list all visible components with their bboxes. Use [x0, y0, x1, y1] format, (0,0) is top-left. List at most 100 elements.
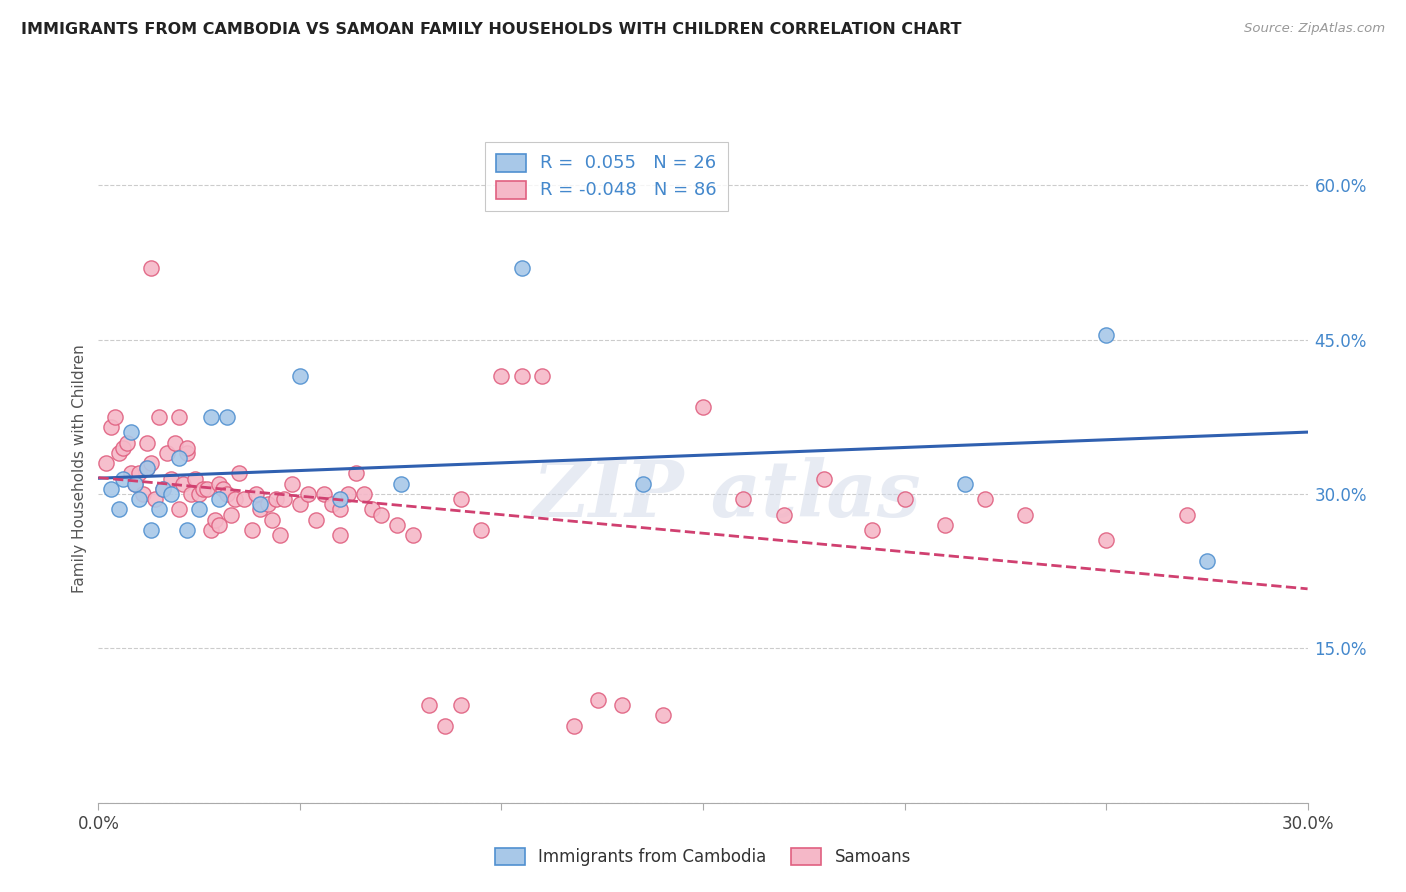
Point	[120, 467, 142, 481]
Text: IMMIGRANTS FROM CAMBODIA VS SAMOAN FAMILY HOUSEHOLDS WITH CHILDREN CORRELATION C: IMMIGRANTS FROM CAMBODIA VS SAMOAN FAMIL…	[21, 22, 962, 37]
Point	[132, 487, 155, 501]
Point	[256, 497, 278, 511]
Point	[139, 260, 162, 275]
Legend: Immigrants from Cambodia, Samoans: Immigrants from Cambodia, Samoans	[486, 840, 920, 875]
Point	[163, 435, 186, 450]
Point	[344, 467, 367, 481]
Point	[139, 456, 162, 470]
Point	[361, 502, 384, 516]
Point	[418, 698, 440, 712]
Point	[288, 368, 311, 383]
Point	[128, 467, 150, 481]
Point	[148, 502, 170, 516]
Point	[148, 409, 170, 424]
Point	[245, 487, 267, 501]
Point	[249, 502, 271, 516]
Point	[288, 497, 311, 511]
Point	[100, 420, 122, 434]
Point	[329, 528, 352, 542]
Point	[953, 476, 976, 491]
Point	[156, 446, 179, 460]
Point	[200, 523, 222, 537]
Point	[934, 517, 956, 532]
Text: ZIP atlas: ZIP atlas	[533, 457, 921, 533]
Point	[329, 492, 352, 507]
Point	[217, 409, 239, 424]
Point	[195, 482, 218, 496]
Point	[491, 368, 513, 383]
Point	[974, 492, 997, 507]
Point	[208, 476, 231, 491]
Point	[631, 476, 654, 491]
Point	[1175, 508, 1198, 522]
Point	[152, 482, 174, 496]
Point	[128, 492, 150, 507]
Point	[111, 472, 134, 486]
Text: Source: ZipAtlas.com: Source: ZipAtlas.com	[1244, 22, 1385, 36]
Point	[329, 502, 352, 516]
Point	[1095, 327, 1118, 342]
Point	[249, 497, 271, 511]
Point	[772, 508, 794, 522]
Point	[692, 400, 714, 414]
Point	[370, 508, 392, 522]
Point	[450, 492, 472, 507]
Point	[143, 492, 166, 507]
Point	[176, 446, 198, 460]
Point	[224, 492, 246, 507]
Point	[612, 698, 634, 712]
Point	[111, 441, 134, 455]
Point	[353, 487, 375, 501]
Point	[733, 492, 755, 507]
Point	[297, 487, 319, 501]
Point	[124, 476, 146, 491]
Point	[273, 492, 295, 507]
Point	[434, 718, 457, 732]
Point	[651, 708, 673, 723]
Point	[232, 492, 254, 507]
Point	[160, 487, 183, 501]
Point	[176, 523, 198, 537]
Point	[389, 476, 412, 491]
Point	[115, 435, 138, 450]
Point	[167, 502, 190, 516]
Point	[167, 450, 190, 465]
Point	[135, 435, 157, 450]
Point	[893, 492, 915, 507]
Point	[120, 425, 142, 440]
Point	[269, 528, 291, 542]
Point	[176, 441, 198, 455]
Point	[208, 492, 231, 507]
Point	[208, 517, 231, 532]
Point	[200, 409, 222, 424]
Point	[135, 461, 157, 475]
Point	[314, 487, 336, 501]
Point	[217, 487, 239, 501]
Point	[305, 513, 328, 527]
Point	[1195, 554, 1218, 568]
Point	[562, 718, 585, 732]
Point	[107, 502, 129, 516]
Point	[228, 467, 250, 481]
Point	[152, 482, 174, 496]
Point	[139, 523, 162, 537]
Point	[180, 487, 202, 501]
Point	[188, 487, 211, 501]
Point	[100, 482, 122, 496]
Point	[530, 368, 553, 383]
Point	[510, 260, 533, 275]
Point	[212, 482, 235, 496]
Point	[204, 513, 226, 527]
Point	[860, 523, 883, 537]
Point	[402, 528, 425, 542]
Point	[470, 523, 492, 537]
Point	[167, 409, 190, 424]
Point	[586, 693, 609, 707]
Point	[135, 461, 157, 475]
Point	[281, 476, 304, 491]
Point	[96, 456, 118, 470]
Point	[172, 476, 194, 491]
Point	[321, 497, 343, 511]
Point	[385, 517, 408, 532]
Point	[193, 482, 215, 496]
